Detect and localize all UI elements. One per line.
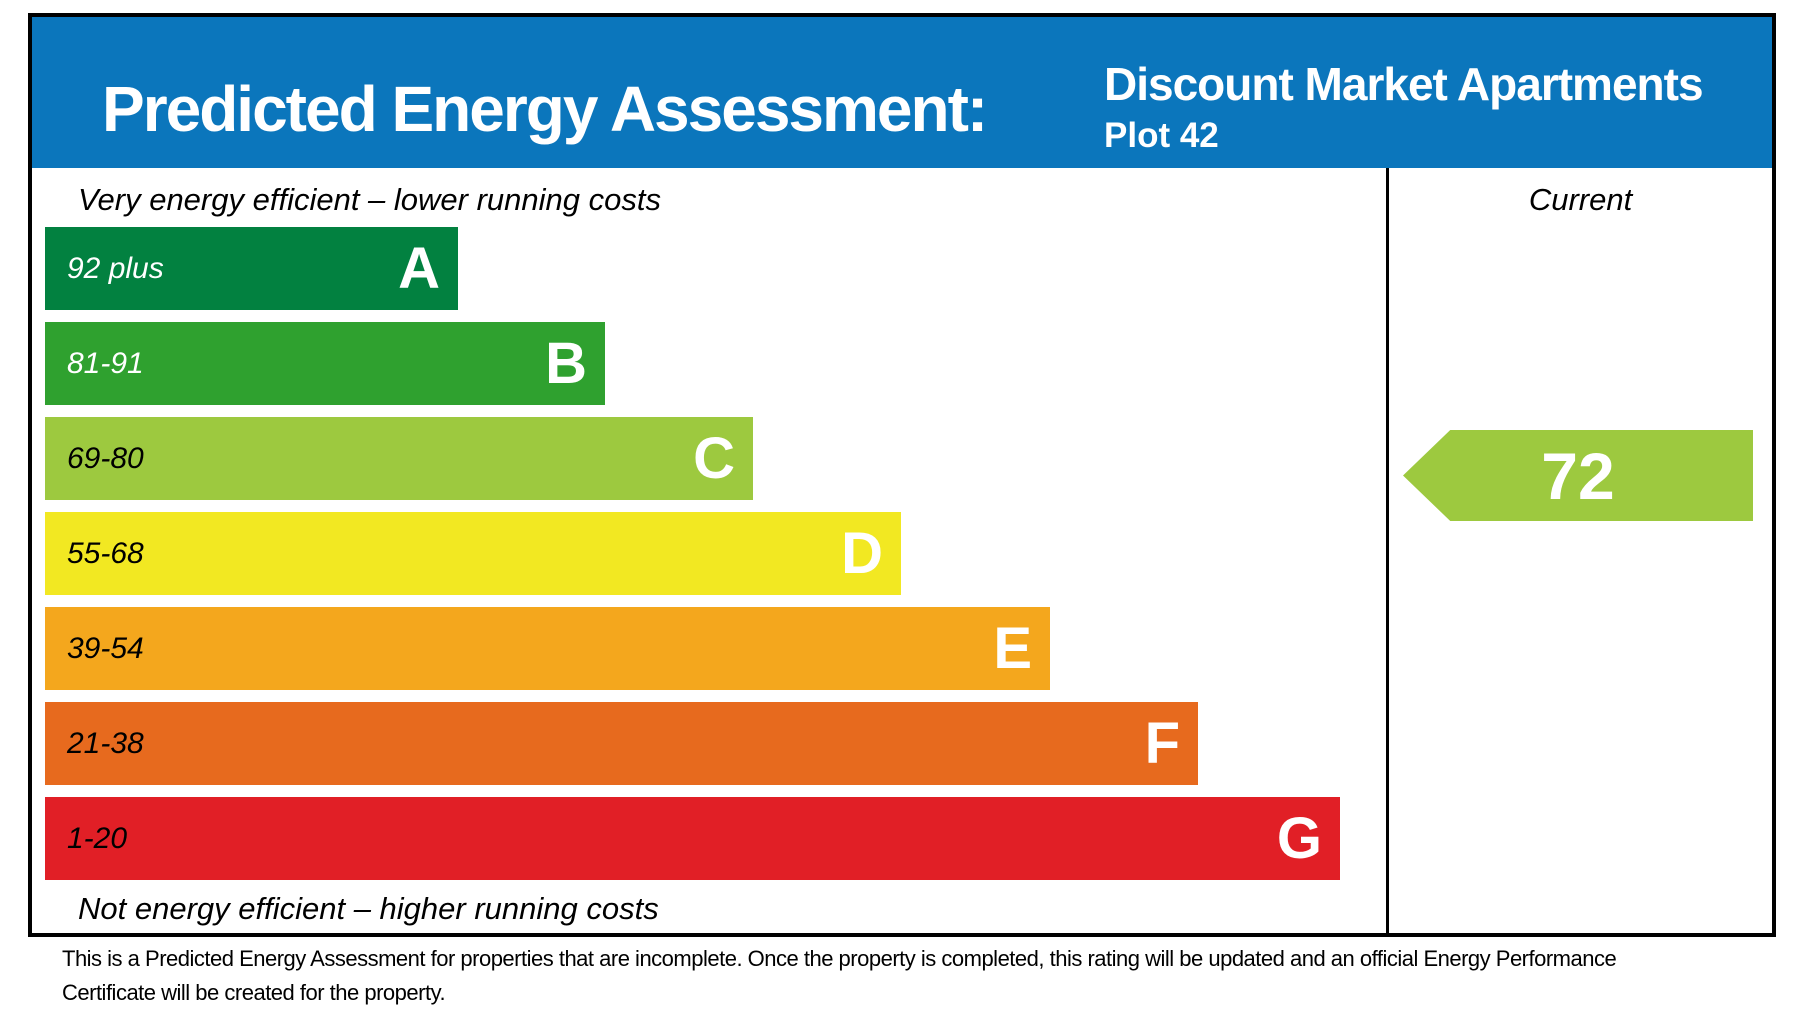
current-column-label: Current — [1528, 182, 1633, 217]
band-range-label: 69-80 — [67, 441, 144, 475]
band-letter: C — [693, 425, 735, 491]
current-rating-arrow: 72 — [1403, 430, 1753, 521]
footer-note-line2: Certificate will be created for the prop… — [62, 980, 446, 1005]
column-divider — [1386, 168, 1389, 933]
epc-band-e: 39-54 E — [45, 607, 1050, 690]
plot-number: Plot 42 — [1104, 116, 1219, 155]
band-range-label: 92 plus — [67, 251, 164, 285]
band-range-label: 21-38 — [67, 726, 144, 760]
epc-band-b: 81-91 B — [45, 322, 605, 405]
band-range-label: 39-54 — [67, 631, 144, 665]
band-letter: D — [841, 520, 883, 586]
epc-band-d: 55-68 D — [45, 512, 901, 595]
band-range-label: 81-91 — [67, 346, 144, 380]
footer-note-line1: This is a Predicted Energy Assessment fo… — [62, 946, 1617, 971]
top-caption: Very energy efficient – lower running co… — [78, 182, 661, 217]
band-letter: B — [545, 330, 587, 396]
band-range-label: 1-20 — [67, 821, 128, 855]
page-title: Predicted Energy Assessment: — [102, 73, 988, 145]
band-letter: F — [1144, 710, 1180, 776]
footer-note: This is a Predicted Energy Assessment fo… — [62, 942, 1617, 1010]
band-letter: E — [993, 615, 1032, 681]
header-banner: Predicted Energy Assessment: Discount Ma… — [32, 17, 1772, 168]
bottom-caption: Not energy efficient – higher running co… — [78, 891, 659, 926]
band-range-label: 55-68 — [67, 536, 144, 570]
current-rating-value: 72 — [1541, 438, 1615, 513]
property-name: Discount Market Apartments — [1104, 58, 1704, 110]
epc-band-c: 69-80 C — [45, 417, 753, 500]
epc-band-f: 21-38 F — [45, 702, 1198, 785]
band-letter: A — [398, 235, 440, 301]
epc-band-a: 92 plus A — [45, 227, 458, 310]
band-letter: G — [1276, 805, 1322, 871]
epc-band-g: 1-20 G — [45, 797, 1340, 880]
